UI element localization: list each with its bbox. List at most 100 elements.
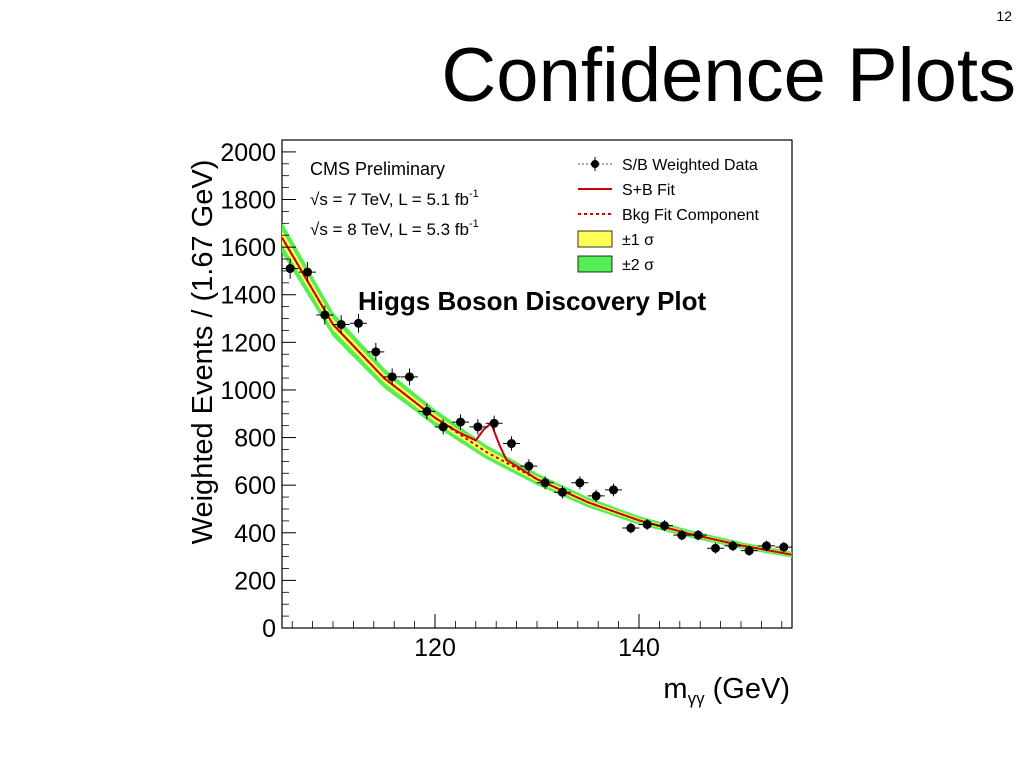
data-point xyxy=(656,520,673,532)
data-point-marker xyxy=(711,543,720,553)
data-point-marker xyxy=(524,461,534,471)
data-point-marker xyxy=(303,267,312,277)
y-tick-label: 1600 xyxy=(220,234,276,262)
data-point xyxy=(485,415,503,431)
data-point xyxy=(673,529,691,541)
data-point-marker xyxy=(336,319,346,329)
data-point-marker xyxy=(371,347,381,357)
legend-label-1sigma: ±1 σ xyxy=(622,232,654,249)
data-point-marker xyxy=(320,310,330,320)
y-tick-label: 1000 xyxy=(220,377,276,405)
data-point xyxy=(638,518,656,530)
y-tick-label: 2000 xyxy=(220,139,276,167)
data-point-marker xyxy=(540,478,550,488)
data-point-marker xyxy=(438,422,448,432)
data-point xyxy=(707,543,724,554)
legend-item-1sigma: ±1 σ xyxy=(577,230,654,249)
data-point-marker xyxy=(387,372,397,382)
data-point-marker xyxy=(558,487,567,497)
legend-label-bkg: Bkg Fit Component xyxy=(622,207,760,224)
data-point xyxy=(350,313,367,333)
data-point xyxy=(587,489,605,503)
plot-caption: Higgs Boson Discovery Plot xyxy=(358,286,707,316)
data-point-marker xyxy=(405,372,414,382)
data-point-marker xyxy=(456,417,465,427)
data-point xyxy=(383,368,401,386)
y-tick-label: 200 xyxy=(234,567,276,595)
data-point xyxy=(299,261,316,283)
legend-item-sb-fit: S+B Fit xyxy=(578,182,675,199)
data-point-marker xyxy=(744,546,754,556)
data-point xyxy=(724,540,742,552)
data-point-marker xyxy=(473,422,483,432)
data-point xyxy=(469,419,487,435)
data-points xyxy=(281,258,793,556)
y-tick-label: 600 xyxy=(234,472,276,500)
data-point-marker xyxy=(693,530,703,540)
data-point xyxy=(452,414,469,430)
data-point-marker xyxy=(626,523,636,533)
y-tick-label: 1800 xyxy=(220,187,276,215)
legend: S/B Weighted Data S+B Fit Bkg Fit Compon… xyxy=(577,157,760,274)
data-point-marker xyxy=(591,491,601,501)
y-tick-label: 400 xyxy=(234,520,276,548)
data-point xyxy=(503,436,520,451)
x-axis-label-subscript: γγ xyxy=(688,689,706,708)
data-point xyxy=(554,486,571,499)
data-point xyxy=(758,540,775,552)
data-point xyxy=(434,419,452,435)
data-point-marker xyxy=(762,541,771,551)
data-point-marker xyxy=(779,542,789,552)
data-point-marker xyxy=(354,318,363,328)
confidence-bands xyxy=(282,222,792,558)
annotation-7tev: √s = 7 TeV, L = 5.1 fb-1 xyxy=(310,188,479,209)
data-point-marker xyxy=(507,439,516,449)
legend-label-data: S/B Weighted Data xyxy=(622,157,758,174)
legend-item-2sigma: ±2 σ xyxy=(577,255,654,274)
data-point xyxy=(775,541,793,553)
y-tick-label: 800 xyxy=(234,425,276,453)
axes: 0 200 400 600 800 1000 1200 1400 1600 1800 2000 120… xyxy=(220,139,783,662)
x-tick-label: 120 xyxy=(414,634,456,662)
y-tick-label: 0 xyxy=(262,615,276,643)
band-1sigma xyxy=(282,230,792,556)
legend-item-bkg: Bkg Fit Component xyxy=(578,207,760,224)
data-point-marker xyxy=(609,485,618,495)
slide-title: Confidence Plots xyxy=(441,33,1016,118)
data-point xyxy=(418,403,436,420)
x-axis-label-m: m xyxy=(663,673,687,705)
data-point xyxy=(740,545,758,556)
data-point-marker xyxy=(660,521,669,531)
data-point xyxy=(622,522,640,534)
data-point xyxy=(316,305,334,325)
data-point-marker xyxy=(575,478,585,488)
data-point-marker xyxy=(285,264,295,274)
data-point-marker xyxy=(489,418,499,428)
data-point xyxy=(367,342,385,361)
data-point xyxy=(689,529,707,541)
x-axis-label-unit: (GeV) xyxy=(705,673,790,705)
legend-item-data: S/B Weighted Data xyxy=(578,157,758,174)
data-point-marker xyxy=(677,530,687,540)
data-point xyxy=(401,368,418,386)
x-tick-label: 140 xyxy=(618,634,660,662)
y-tick-label: 1200 xyxy=(220,329,276,357)
data-point-marker xyxy=(728,541,738,551)
data-point xyxy=(605,483,622,497)
cms-label: CMS Preliminary xyxy=(310,159,445,179)
band-2sigma xyxy=(282,222,792,558)
legend-label-sb-fit: S+B Fit xyxy=(622,182,675,199)
data-point xyxy=(571,476,589,490)
data-point-marker xyxy=(422,406,432,416)
page-number: 12 xyxy=(996,8,1012,24)
data-point xyxy=(536,476,554,490)
y-axis-label: Weighted Events / (1.67 GeV) xyxy=(187,160,219,545)
legend-label-2sigma: ±2 σ xyxy=(622,257,654,274)
data-point-marker xyxy=(642,519,652,529)
y-tick-label: 1400 xyxy=(220,282,276,310)
data-point xyxy=(520,459,538,473)
x-axis-label: mγγ (GeV) xyxy=(663,673,790,708)
data-point xyxy=(332,315,350,334)
annotation-8tev: √s = 8 TeV, L = 5.3 fb-1 xyxy=(310,218,479,239)
